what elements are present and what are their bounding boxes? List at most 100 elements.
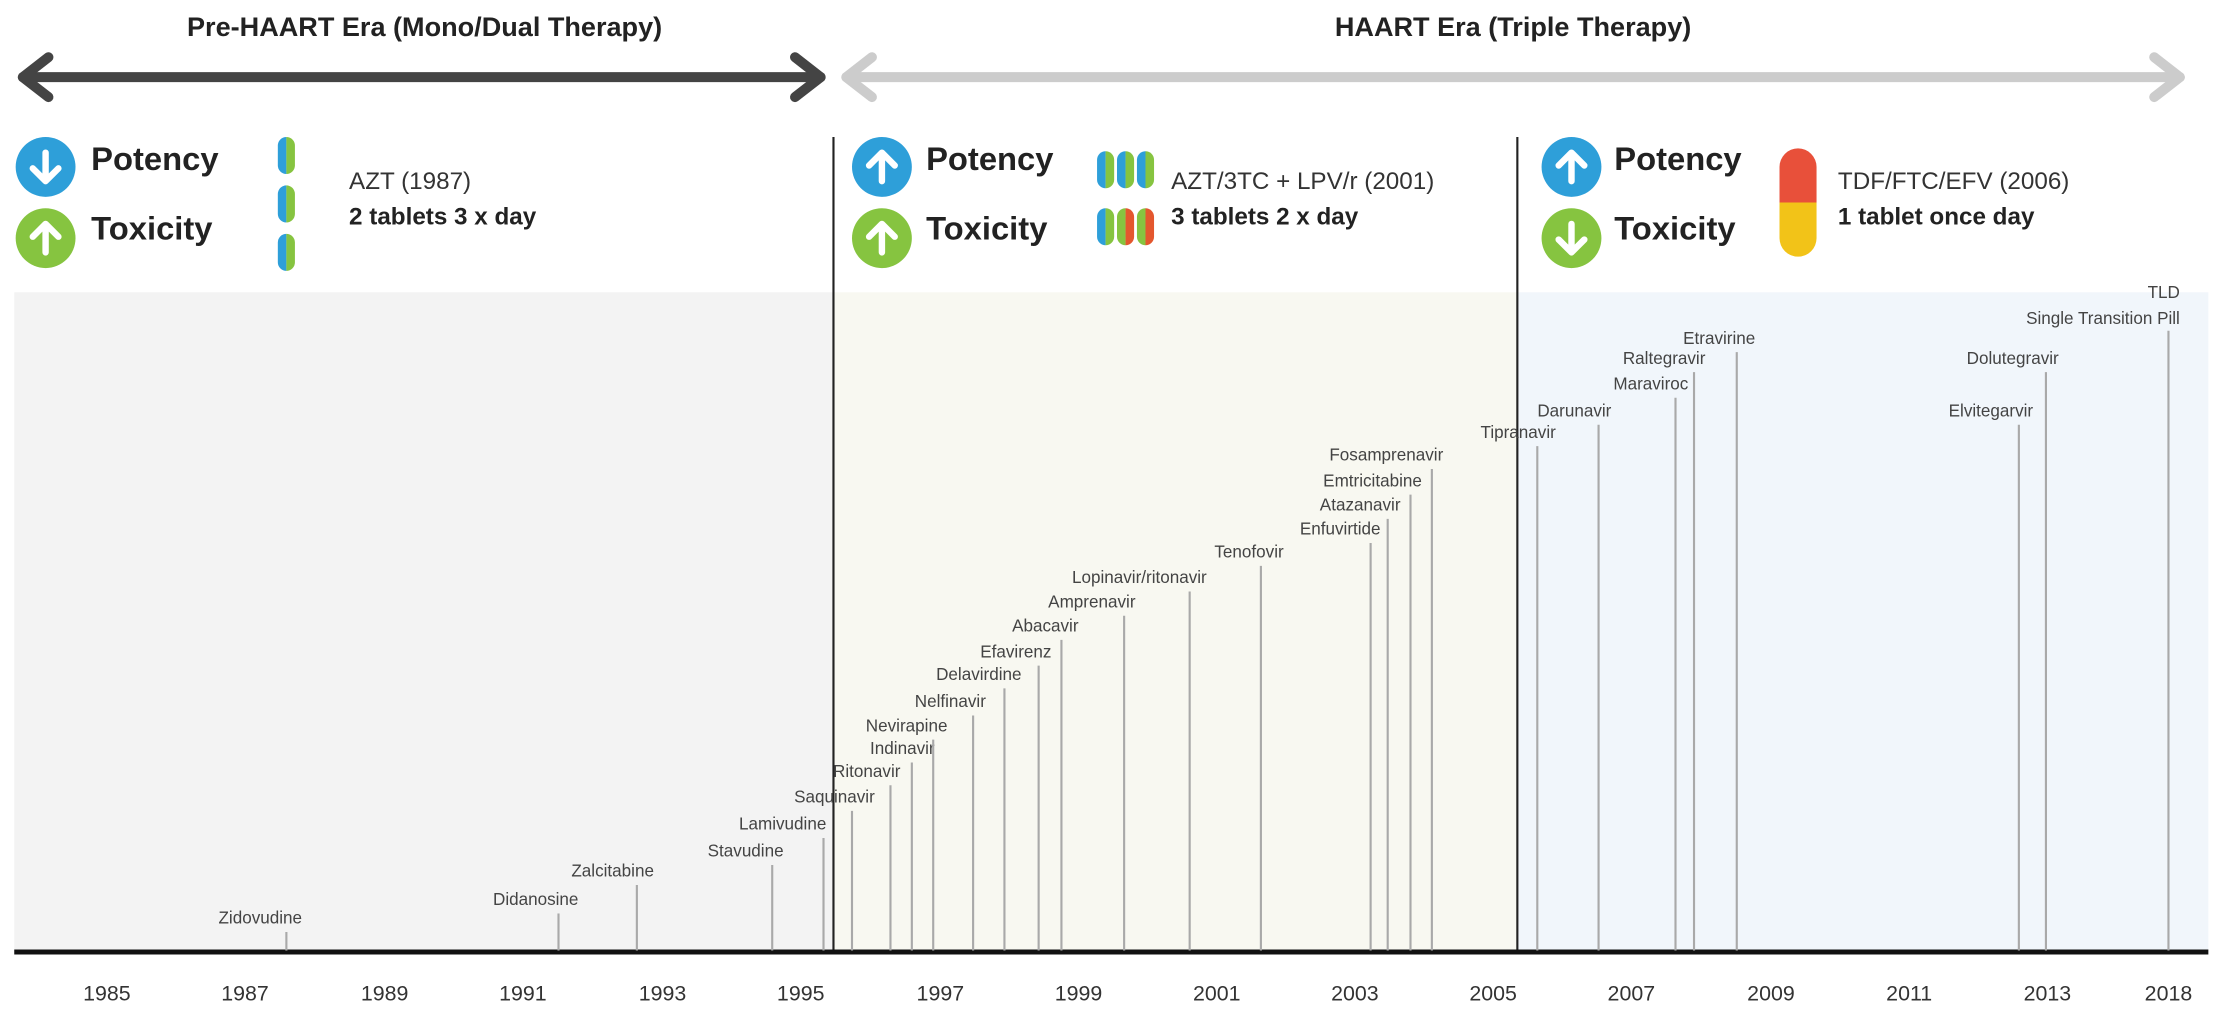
indicator-arrow: [865, 149, 898, 185]
capsule: [277, 233, 295, 271]
capsule: [1117, 151, 1135, 189]
haart-arrow: [841, 52, 2185, 103]
year-label: 1993: [639, 981, 687, 1005]
era-title: HAART Era (Triple Therapy): [1335, 11, 1691, 42]
toxicity-label: Toxicity: [926, 210, 1048, 247]
capsule-half: [1105, 208, 1115, 246]
potency-label: Potency: [926, 140, 1054, 177]
drug-label: Dolutegravir: [1967, 349, 2059, 368]
drug-label: Zidovudine: [218, 909, 302, 928]
capsule-half: [1105, 151, 1115, 189]
capsule-half: [1145, 151, 1155, 189]
drug-sublabel: Single Transition Pill: [2026, 309, 2180, 328]
year-label: 2005: [1469, 981, 1517, 1005]
drug-label: Zalcitabine: [571, 862, 654, 881]
potency-label: Potency: [1614, 140, 1742, 177]
capsule-half: [1125, 208, 1135, 246]
toxicity-label: Toxicity: [91, 210, 213, 247]
capsule-half: [1145, 208, 1155, 246]
dosing-label: 1 tablet once day: [1838, 204, 2035, 231]
drug-label: Didanosine: [493, 890, 578, 909]
regimen-label: AZT/3TC + LPV/r (2001): [1171, 168, 1434, 195]
haart-background: [833, 292, 1518, 952]
drug-label: Abacavir: [1012, 617, 1079, 636]
pill-icons: [277, 136, 1817, 271]
capsule-half: [286, 185, 295, 223]
indicator-arrow: [1555, 149, 1588, 185]
drug-label: Raltegravir: [1623, 349, 1706, 368]
capsule-half: [1125, 151, 1135, 189]
year-label: 2007: [1608, 981, 1656, 1005]
drug-label: Lopinavir/ritonavir: [1072, 568, 1207, 587]
indicator-arrow: [29, 149, 62, 185]
toxicity-label: Toxicity: [1614, 210, 1736, 247]
drug-label: Delavirdine: [936, 665, 1021, 684]
drug-label: Emtricitabine: [1323, 471, 1422, 490]
capsule-half: [1097, 208, 1106, 246]
year-label: 2013: [2024, 981, 2072, 1005]
drug-label: Darunavir: [1537, 401, 1611, 420]
drug-label: Nelfinavir: [915, 692, 986, 711]
year-label: 2001: [1193, 981, 1241, 1005]
drug-label: Saquinavir: [794, 788, 875, 807]
drug-label: Nevirapine: [866, 716, 948, 735]
year-label: 1999: [1055, 981, 1103, 1005]
capsule-half: [277, 185, 287, 223]
drug-label: Amprenavir: [1048, 592, 1136, 611]
capsule-half: [277, 233, 287, 271]
year-label: 1987: [221, 981, 269, 1005]
capsule-half: [1136, 151, 1146, 189]
pre-haart-background: [14, 292, 834, 952]
indicator-arrow: [29, 220, 62, 256]
capsule-half: [286, 136, 295, 175]
drug-label: Tipranavir: [1481, 423, 1557, 442]
drug-label: Ritonavir: [833, 762, 901, 781]
drug-label: Maraviroc: [1613, 374, 1688, 393]
drug-label: Etravirine: [1683, 329, 1755, 348]
drug-label: Fosamprenavir: [1329, 446, 1443, 465]
capsule: [1136, 208, 1155, 246]
capsule-half: [1117, 151, 1126, 189]
year-label: 1991: [499, 981, 547, 1005]
year-label: 1995: [777, 981, 825, 1005]
capsule: [1097, 151, 1115, 189]
indicator-arrow: [1555, 220, 1588, 256]
era-title: Pre-HAART Era (Mono/Dual Therapy): [187, 11, 662, 42]
regimen-label: TDF/FTC/EFV (2006): [1838, 168, 2069, 195]
drug-label: Lamivudine: [739, 815, 826, 834]
year-label: 2018: [2145, 981, 2193, 1005]
year-label: 2011: [1886, 981, 1932, 1005]
capsule-half: [1136, 208, 1146, 246]
drug-label: Tenofovir: [1214, 543, 1284, 562]
drug-label: Efavirenz: [980, 642, 1051, 661]
regimen-label: AZT (1987): [349, 168, 471, 195]
indicator-arrow: [865, 220, 898, 256]
year-label: 2003: [1331, 981, 1379, 1005]
year-label: 1989: [361, 981, 409, 1005]
capsule: [277, 185, 295, 223]
capsule: [1097, 208, 1115, 246]
capsule: [1136, 151, 1155, 189]
drug-label: Stavudine: [708, 842, 784, 861]
capsule-half: [286, 233, 295, 271]
modern-background: [1517, 292, 2209, 952]
drug-label: Atazanavir: [1320, 496, 1401, 515]
capsule-half: [277, 136, 287, 175]
drug-label: Enfuvirtide: [1300, 520, 1381, 539]
capsule-half: [1097, 151, 1106, 189]
drug-label: TLD: [2148, 283, 2180, 302]
drug-label: Elvitegarvir: [1949, 401, 2034, 420]
dosing-label: 3 tablets 2 x day: [1171, 204, 1359, 231]
year-label: 2009: [1747, 981, 1795, 1005]
capsule: [277, 136, 295, 175]
potency-label: Potency: [91, 140, 219, 177]
capsule-half: [1117, 208, 1126, 246]
capsule: [1117, 208, 1135, 246]
year-label: 1985: [83, 981, 131, 1005]
single-pill: [1779, 148, 1817, 257]
pre-haart-arrow: [17, 52, 826, 103]
dosing-label: 2 tablets 3 x day: [349, 204, 537, 231]
drug-label: Indinavir: [870, 739, 935, 758]
